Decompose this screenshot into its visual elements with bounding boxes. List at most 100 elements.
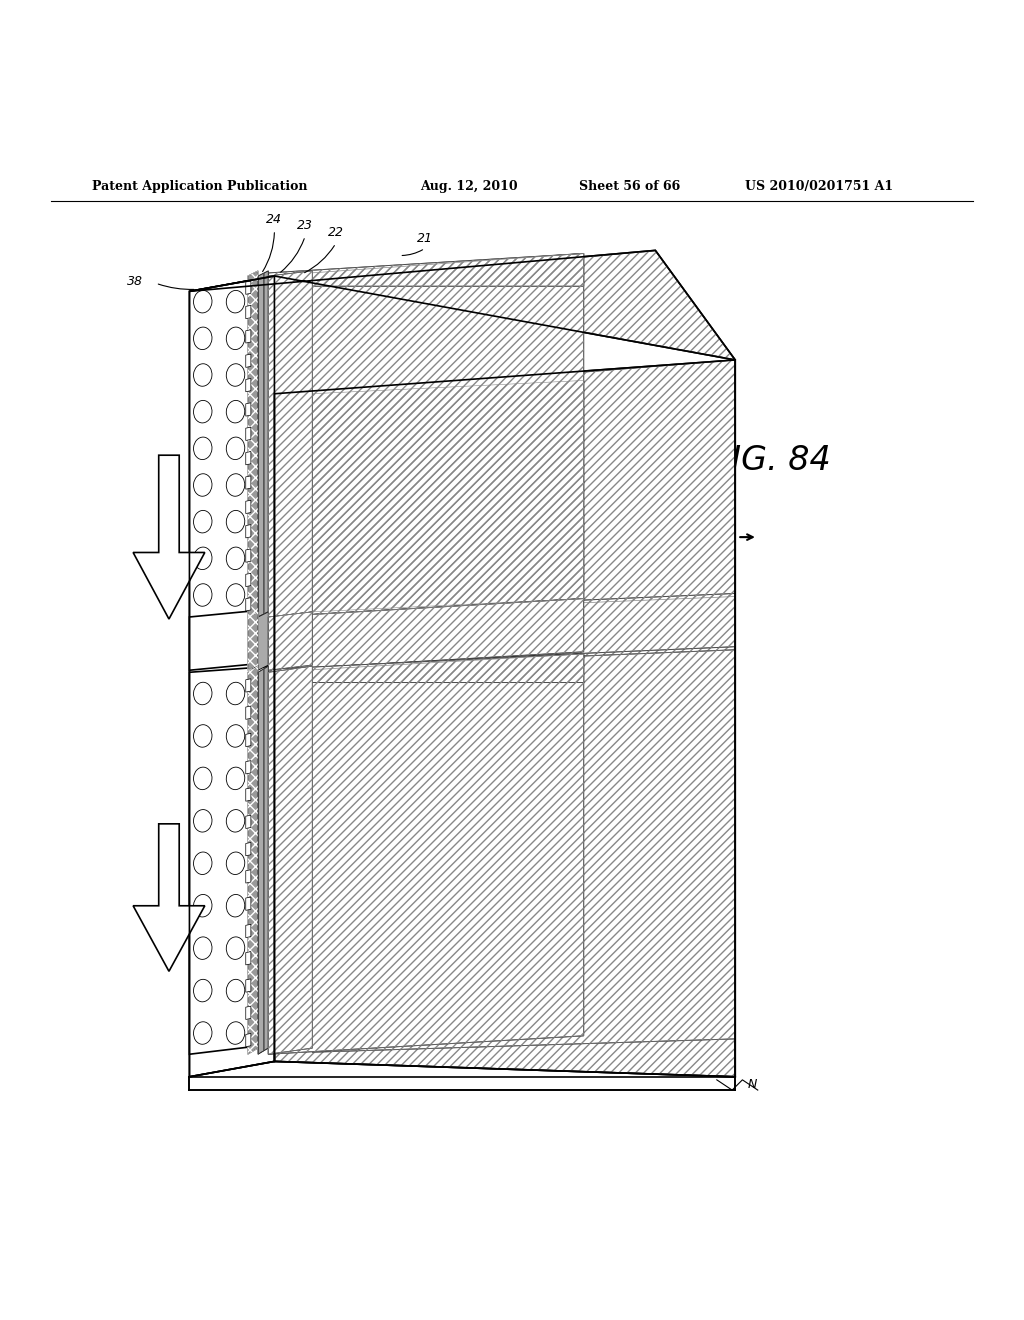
Polygon shape <box>246 816 251 829</box>
Text: FIG. 84: FIG. 84 <box>712 444 830 477</box>
Polygon shape <box>246 1034 251 1047</box>
Ellipse shape <box>226 1022 245 1044</box>
Polygon shape <box>258 667 268 1055</box>
Ellipse shape <box>194 290 212 313</box>
Polygon shape <box>246 706 251 719</box>
Polygon shape <box>312 380 584 612</box>
Polygon shape <box>246 870 251 883</box>
Polygon shape <box>246 330 251 343</box>
Ellipse shape <box>226 583 245 606</box>
Text: 24: 24 <box>266 213 283 226</box>
Text: 38: 38 <box>127 275 143 288</box>
Ellipse shape <box>226 400 245 422</box>
Text: 23: 23 <box>297 219 313 232</box>
Polygon shape <box>268 594 735 667</box>
Polygon shape <box>246 451 251 465</box>
Ellipse shape <box>226 437 245 459</box>
Text: Patent Application Publication: Patent Application Publication <box>92 181 307 194</box>
Polygon shape <box>268 612 312 671</box>
Polygon shape <box>246 573 251 586</box>
Polygon shape <box>248 667 258 1055</box>
Polygon shape <box>268 271 312 616</box>
Ellipse shape <box>226 290 245 313</box>
Polygon shape <box>246 734 251 747</box>
Ellipse shape <box>194 364 212 387</box>
Polygon shape <box>246 678 251 692</box>
Polygon shape <box>189 251 735 360</box>
Polygon shape <box>189 609 274 671</box>
Text: 22: 22 <box>328 227 344 239</box>
Ellipse shape <box>226 895 245 917</box>
Ellipse shape <box>194 851 212 875</box>
Polygon shape <box>246 549 251 562</box>
Ellipse shape <box>226 474 245 496</box>
Ellipse shape <box>226 725 245 747</box>
Ellipse shape <box>226 767 245 789</box>
Ellipse shape <box>194 937 212 960</box>
Polygon shape <box>312 649 735 1052</box>
Text: N: N <box>748 1078 757 1092</box>
Ellipse shape <box>194 327 212 350</box>
Polygon shape <box>246 428 251 441</box>
Polygon shape <box>246 788 251 801</box>
Ellipse shape <box>226 937 245 960</box>
Ellipse shape <box>226 364 245 387</box>
Polygon shape <box>246 281 251 294</box>
Polygon shape <box>189 667 274 1055</box>
Ellipse shape <box>226 327 245 350</box>
Ellipse shape <box>226 511 245 533</box>
Polygon shape <box>268 253 584 616</box>
Polygon shape <box>246 354 251 367</box>
Ellipse shape <box>194 511 212 533</box>
Polygon shape <box>258 612 268 671</box>
Ellipse shape <box>226 851 245 875</box>
Text: Aug. 12, 2010: Aug. 12, 2010 <box>420 181 517 194</box>
Ellipse shape <box>226 979 245 1002</box>
Ellipse shape <box>194 725 212 747</box>
Ellipse shape <box>194 895 212 917</box>
Ellipse shape <box>194 583 212 606</box>
Ellipse shape <box>194 979 212 1002</box>
Polygon shape <box>246 842 251 855</box>
Ellipse shape <box>194 809 212 832</box>
Text: 21: 21 <box>417 231 433 244</box>
Ellipse shape <box>194 1022 212 1044</box>
Ellipse shape <box>194 474 212 496</box>
Polygon shape <box>246 598 251 611</box>
Polygon shape <box>246 524 251 537</box>
Polygon shape <box>189 276 274 1077</box>
Polygon shape <box>268 598 584 671</box>
Polygon shape <box>268 653 584 1055</box>
Ellipse shape <box>226 682 245 705</box>
Polygon shape <box>312 360 735 614</box>
Ellipse shape <box>226 809 245 832</box>
Polygon shape <box>246 500 251 513</box>
Polygon shape <box>246 952 251 965</box>
Ellipse shape <box>194 400 212 422</box>
Ellipse shape <box>194 437 212 459</box>
Polygon shape <box>246 898 251 911</box>
Text: Sheet 56 of 66: Sheet 56 of 66 <box>579 181 680 194</box>
Polygon shape <box>268 667 312 1055</box>
Polygon shape <box>133 824 205 972</box>
Ellipse shape <box>194 767 212 789</box>
Polygon shape <box>248 612 258 671</box>
Polygon shape <box>258 271 268 616</box>
Polygon shape <box>246 924 251 937</box>
Ellipse shape <box>194 682 212 705</box>
Polygon shape <box>268 253 584 286</box>
Polygon shape <box>248 271 258 616</box>
Polygon shape <box>246 477 251 490</box>
Polygon shape <box>246 979 251 993</box>
Polygon shape <box>268 653 584 682</box>
Ellipse shape <box>226 546 245 569</box>
Polygon shape <box>246 1006 251 1019</box>
Polygon shape <box>274 360 735 1077</box>
Polygon shape <box>246 403 251 416</box>
Text: US 2010/0201751 A1: US 2010/0201751 A1 <box>745 181 894 194</box>
Ellipse shape <box>194 546 212 569</box>
Polygon shape <box>246 760 251 774</box>
Polygon shape <box>246 305 251 318</box>
Polygon shape <box>246 379 251 392</box>
Polygon shape <box>133 455 205 619</box>
